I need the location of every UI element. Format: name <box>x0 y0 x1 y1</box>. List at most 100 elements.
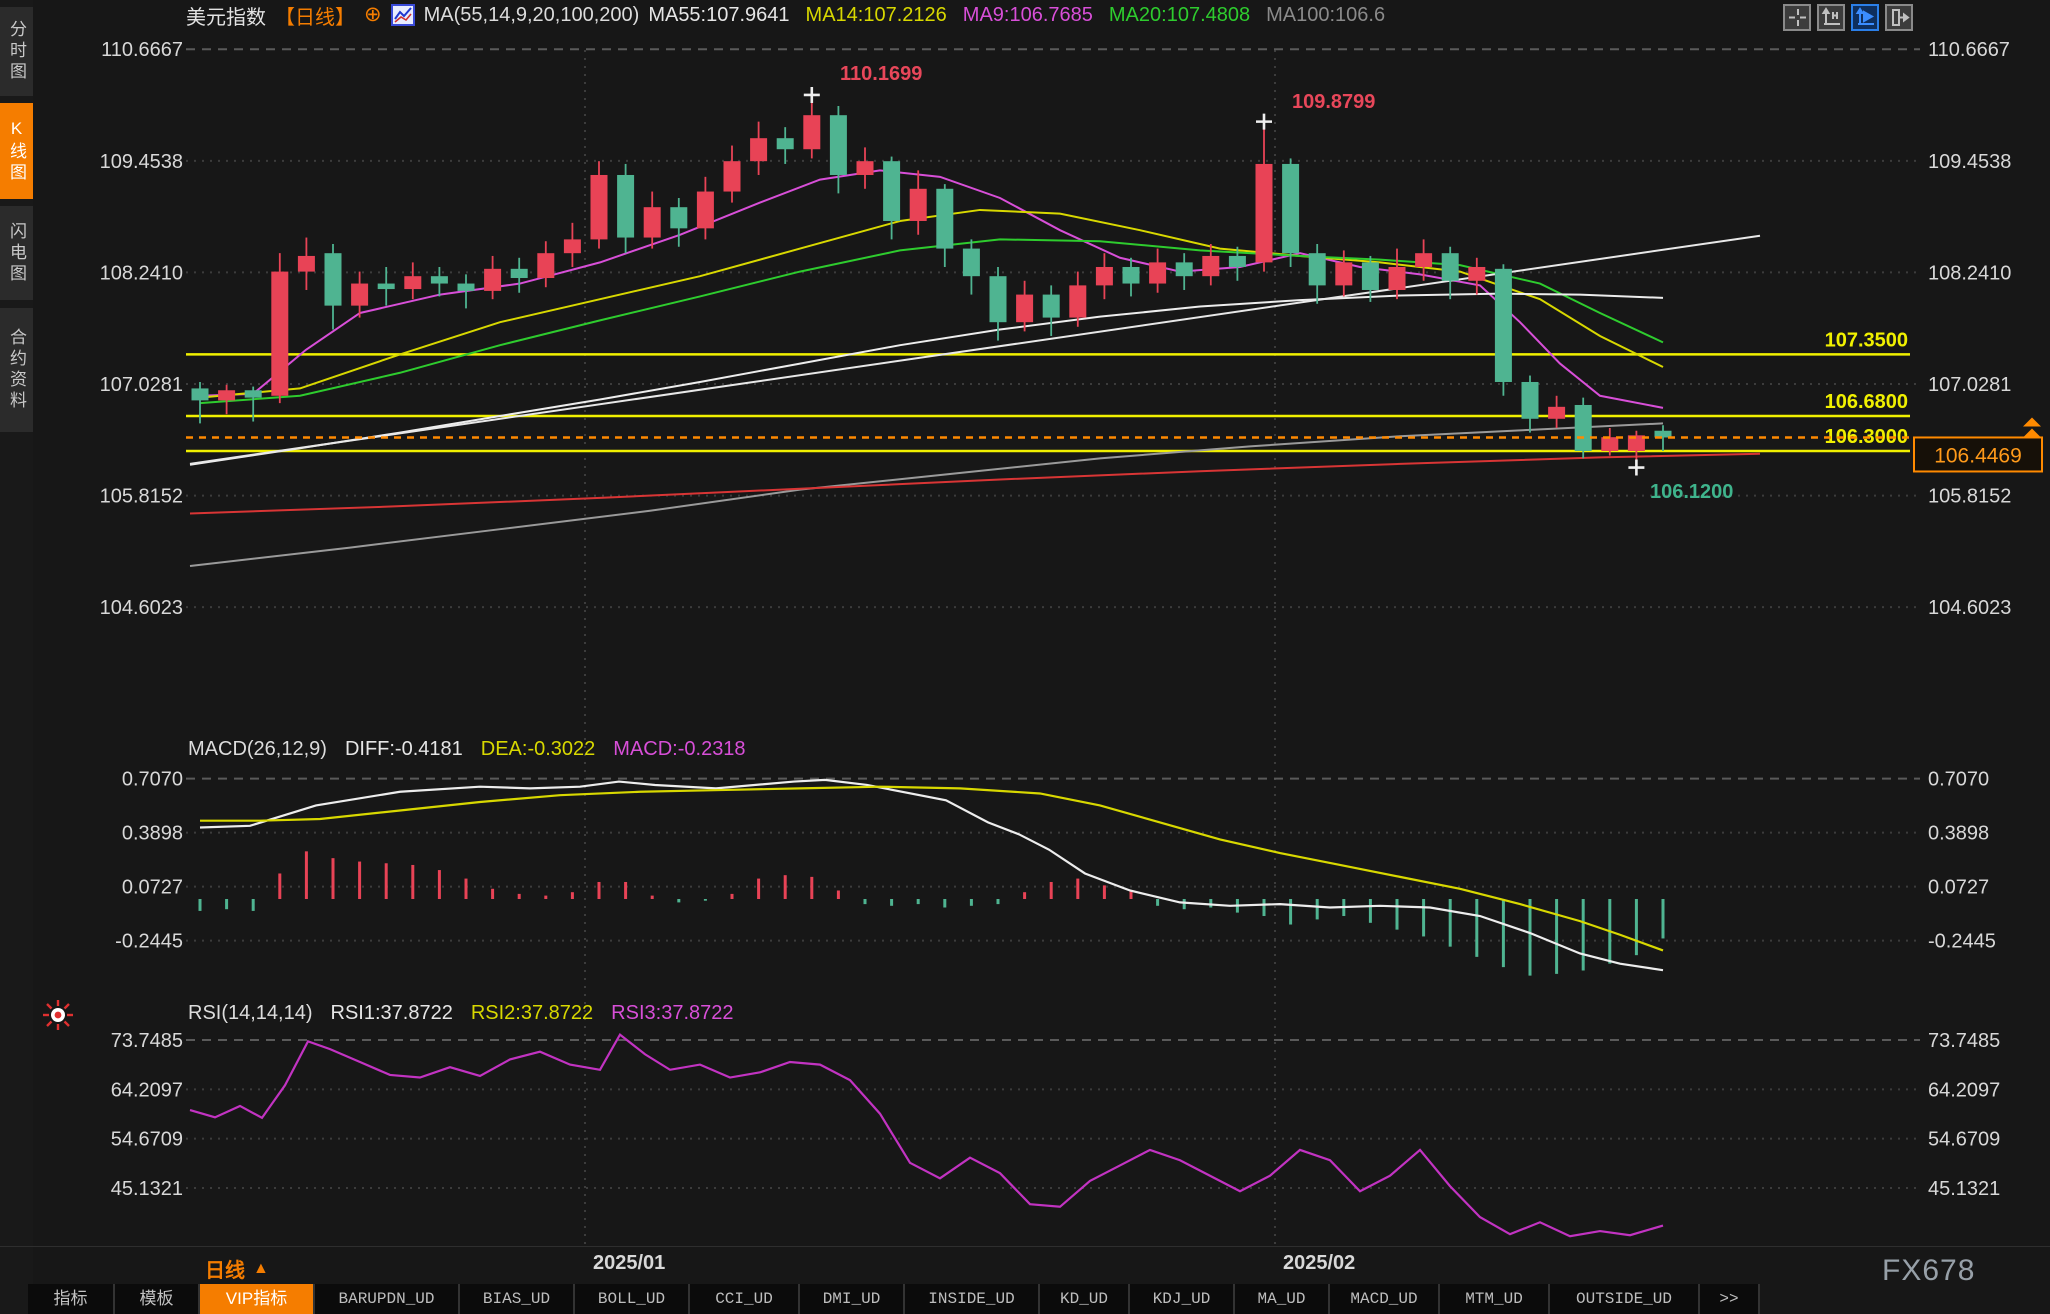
ma-legend-value-3: MA20:107.4808 <box>1108 3 1251 26</box>
bottom-tab-4[interactable]: BIAS_UD <box>460 1284 575 1314</box>
macd-vals-2: MACD:-0.2318 <box>613 738 746 760</box>
svg-text:0.0727: 0.0727 <box>1928 877 1989 899</box>
candle-6 <box>351 283 369 306</box>
axis-scale-icon[interactable] <box>1817 4 1845 31</box>
bottom-tab-12[interactable]: MACD_UD <box>1330 1284 1440 1314</box>
bottom-tab-1[interactable]: 模板 <box>115 1284 200 1314</box>
bottom-tab-3[interactable]: BARUPDN_UD <box>315 1284 460 1314</box>
svg-text:0.0727: 0.0727 <box>122 877 183 899</box>
candle-25 <box>856 161 874 175</box>
candle-52 <box>1574 404 1592 451</box>
svg-text:104.6023: 104.6023 <box>100 597 183 619</box>
candle-13 <box>537 253 555 279</box>
bottom-tab-0[interactable]: 指标 <box>28 1284 115 1314</box>
watermark: FX678 <box>1882 1254 1976 1287</box>
svg-text:107.0281: 107.0281 <box>1928 374 2011 396</box>
bottom-tab-2[interactable]: VIP指标 <box>200 1284 315 1314</box>
overlay-layer <box>186 169 1910 567</box>
candle-12 <box>510 268 528 279</box>
bottom-separator <box>0 1246 2050 1247</box>
candle-18 <box>670 207 688 229</box>
bottom-tab-8[interactable]: INSIDE_UD <box>905 1284 1040 1314</box>
macd-title: MACD(26,12,9) <box>188 738 327 760</box>
current-price-box <box>1913 436 2043 473</box>
ma-legend-value-0: MA55:107.9641 <box>648 3 790 26</box>
bottom-tab-6[interactable]: CCI_UD <box>690 1284 800 1314</box>
rsi-vals-2: RSI3:37.8722 <box>611 1002 734 1024</box>
ma-legend-value-1: MA14:107.2126 <box>805 3 947 26</box>
svg-text:109.4538: 109.4538 <box>1928 151 2011 173</box>
candle-44 <box>1361 262 1379 290</box>
candle-46 <box>1415 253 1433 267</box>
bottom-tab-15[interactable]: >> <box>1700 1284 1760 1314</box>
bottom-tab-14[interactable]: OUTSIDE_UD <box>1550 1284 1700 1314</box>
candle-41 <box>1282 163 1300 254</box>
candle-16 <box>617 174 635 238</box>
exit-right-icon[interactable] <box>1885 4 1913 31</box>
ma20-line <box>199 238 1664 405</box>
sidebar-item-1[interactable]: K线图 <box>0 103 33 199</box>
candle-8 <box>404 276 422 290</box>
axis-play-icon[interactable] <box>1851 4 1879 31</box>
crosshair-move-icon[interactable] <box>1783 4 1811 31</box>
add-compare-icon[interactable]: ⊕ <box>364 3 382 26</box>
candle-39 <box>1228 255 1246 267</box>
candle-2 <box>244 390 262 398</box>
candle-0 <box>191 388 209 401</box>
bottom-tab-5[interactable]: BOLL_UD <box>575 1284 690 1314</box>
price-marker-label: 109.8799 <box>1292 91 1375 113</box>
candle-42 <box>1308 253 1326 286</box>
rsi-title: RSI(14,14,14) <box>188 1002 313 1024</box>
ma100-line <box>189 422 1664 567</box>
bottom-tab-10[interactable]: KDJ_UD <box>1130 1284 1235 1314</box>
svg-text:64.2097: 64.2097 <box>111 1079 183 1101</box>
sidebar-item-3[interactable]: 合约资料 <box>0 308 33 432</box>
svg-text:109.4538: 109.4538 <box>100 151 183 173</box>
price-marker-cross <box>1628 459 1645 476</box>
ma55-line <box>189 292 1664 466</box>
bottom-tab-11[interactable]: MA_UD <box>1235 1284 1330 1314</box>
candle-35 <box>1122 266 1140 284</box>
sidebar-item-0[interactable]: 分时图 <box>0 7 33 96</box>
candle-55 <box>1654 430 1672 438</box>
svg-text:106.6800: 106.6800 <box>1825 391 1908 413</box>
candle-40 <box>1255 163 1273 263</box>
candle-3 <box>271 271 289 396</box>
candle-26 <box>883 161 901 221</box>
svg-text:108.2410: 108.2410 <box>1928 262 2011 284</box>
sidebar-item-2[interactable]: 闪电图 <box>0 206 33 300</box>
rsi-vals-1: RSI2:37.8722 <box>470 1002 594 1024</box>
svg-text:64.2097: 64.2097 <box>1928 1079 2000 1101</box>
period-tag[interactable]: 【日线】 <box>275 6 355 29</box>
svg-text:45.1321: 45.1321 <box>1928 1178 2000 1200</box>
bottom-tab-9[interactable]: KD_UD <box>1040 1284 1130 1314</box>
candle-34 <box>1095 266 1113 286</box>
svg-text:104.6023: 104.6023 <box>1928 597 2011 619</box>
svg-text:-0.2445: -0.2445 <box>115 931 183 953</box>
period-selector-label: 日线 <box>205 1260 245 1282</box>
candle-29 <box>962 248 980 277</box>
svg-text:107.0281: 107.0281 <box>100 374 183 396</box>
candle-4 <box>297 255 315 272</box>
svg-text:0.7070: 0.7070 <box>122 769 183 791</box>
svg-text:0.3898: 0.3898 <box>122 823 183 845</box>
bottom-tab-13[interactable]: MTM_UD <box>1440 1284 1550 1314</box>
left-sidebar: 分时图 K线图闪电图合约资料 <box>0 0 33 1314</box>
ma200-line <box>189 452 1761 515</box>
candle-5 <box>324 253 342 306</box>
ma-legend: MA55:107.9641 MA14:107.2126 MA9:106.7685 MA… <box>648 4 1385 27</box>
chart-header: 美元指数 【日线】 ⊕ MA(55,14,9,20,100,200) MA55:… <box>186 1 1385 29</box>
candle-21 <box>750 138 768 162</box>
mini-chart-icon[interactable] <box>390 4 415 26</box>
candle-31 <box>1016 294 1034 323</box>
grid-layer <box>186 48 1920 1246</box>
ma-legend-value-4: MA100:106.6 <box>1266 3 1386 26</box>
axis-layer: 110.6667 110.6667 109.4538 109.4538 108.2410… <box>100 39 2012 1200</box>
price-marker-cross <box>1256 113 1272 130</box>
svg-text:105.8152: 105.8152 <box>100 486 183 508</box>
bottom-tab-7[interactable]: DMI_UD <box>800 1284 905 1314</box>
period-selector[interactable]: 日线 ▲ <box>205 1254 269 1283</box>
candle-30 <box>989 276 1007 323</box>
macd-vals-1: DEA:-0.3022 <box>480 738 596 760</box>
